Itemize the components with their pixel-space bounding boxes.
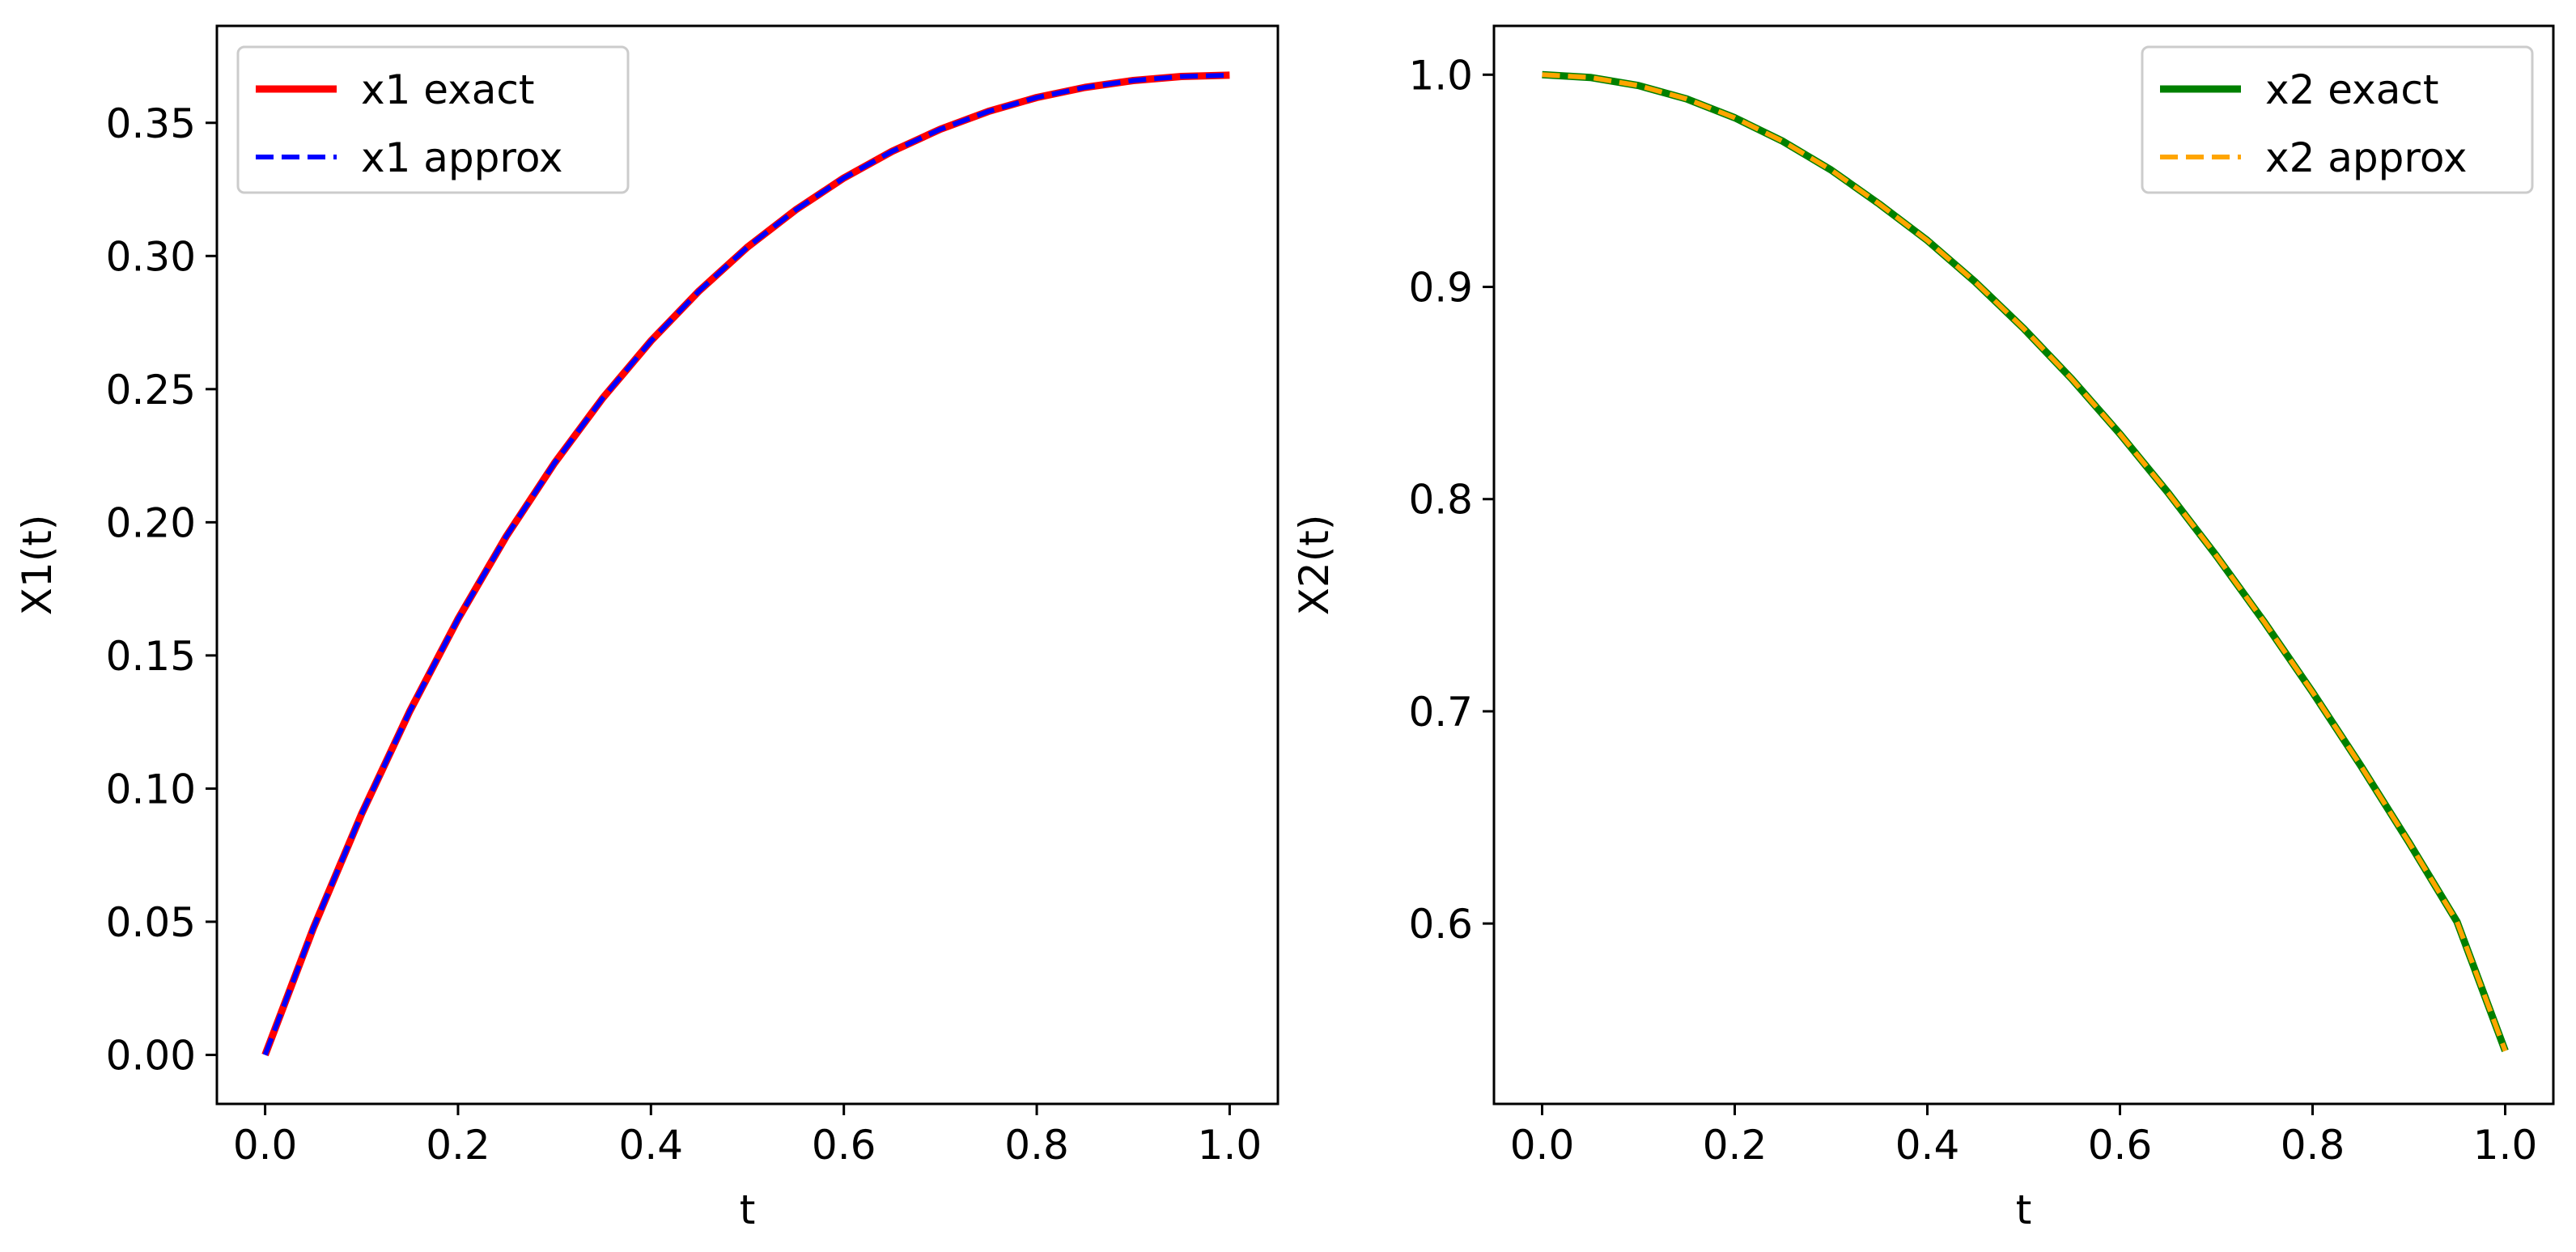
- y-tick-label: 0.25: [106, 367, 196, 414]
- x-tick-label: 0.0: [1510, 1122, 1575, 1169]
- y-tick-label: 0.00: [106, 1032, 196, 1079]
- series-line-x2-approx: [1542, 72, 2508, 1052]
- series-line-x1-exact: [261, 71, 1230, 1057]
- legend-entry: x2 approx: [2265, 134, 2468, 181]
- y-axis-label: X2(t): [1291, 515, 1338, 616]
- y-tick-label: 1.0: [1408, 52, 1473, 99]
- axes-frame: [1492, 24, 2555, 1106]
- chart-x1: 0.0 0.2 0.4 0.6 0.8 1.0 0.00 0.05 0.10 0.15 0.20 0.…: [14, 24, 1280, 1233]
- y-tick-label: 0.6: [1408, 901, 1473, 948]
- y-axis-label: X1(t): [14, 515, 61, 616]
- x-axis-label: t: [2016, 1186, 2032, 1233]
- x-tick-label: 0.6: [2088, 1122, 2153, 1169]
- x-tick-label: 0.2: [426, 1122, 490, 1169]
- x-tick-label: 1.0: [2473, 1122, 2538, 1169]
- x-tick-label: 0.4: [1895, 1122, 1960, 1169]
- x-tick-label: 1.0: [1198, 1122, 1263, 1169]
- axes-frame: [215, 24, 1280, 1106]
- legend-entry: x1 approx: [361, 134, 563, 181]
- y-tick-label: 0.20: [106, 499, 196, 546]
- legend: x2 exact x2 approx: [2141, 45, 2534, 194]
- series-line-x2-exact: [1542, 70, 2509, 1052]
- legend-entry: x1 exact: [361, 66, 535, 113]
- y-tick-label: 0.35: [106, 100, 196, 147]
- series-line-x1-approx: [262, 72, 1230, 1056]
- y-tick-label: 0.7: [1408, 689, 1473, 736]
- x-tick-label: 0.4: [619, 1122, 684, 1169]
- y-tick-label: 0.30: [106, 233, 196, 280]
- legend-entry: x2 exact: [2265, 66, 2439, 113]
- x-tick-label: 0.2: [1703, 1122, 1768, 1169]
- y-tick-label: 0.8: [1408, 477, 1473, 524]
- y-tick-label: 0.9: [1408, 265, 1473, 312]
- y-tick-label: 0.15: [106, 633, 196, 680]
- x-tick-label: 0.8: [2281, 1122, 2345, 1169]
- x-tick-label: 0.6: [812, 1122, 876, 1169]
- y-tick-label: 0.10: [106, 766, 196, 813]
- x-axis-label: t: [740, 1186, 756, 1233]
- x-tick-label: 0.0: [233, 1122, 298, 1169]
- x-tick-label: 0.8: [1004, 1122, 1069, 1169]
- y-tick-label: 0.05: [106, 899, 196, 946]
- chart-x2: 0.0 0.2 0.4 0.6 0.8 1.0 0.6 0.7 0.8 0.9 1.0 t X2(t) x…: [1291, 24, 2555, 1233]
- legend: x1 exact x1 approx: [236, 45, 630, 194]
